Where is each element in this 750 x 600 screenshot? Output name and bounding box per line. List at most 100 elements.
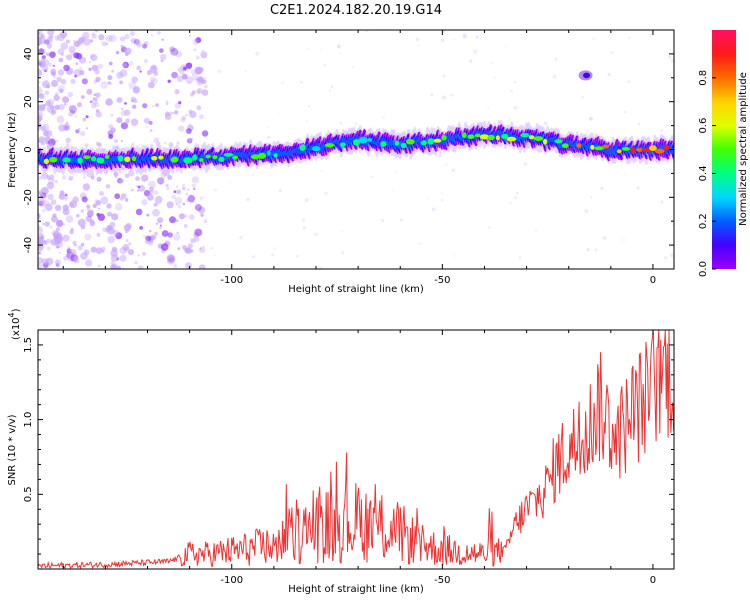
noise-speckle (134, 261, 138, 265)
noise-speckle (96, 176, 102, 182)
svg-text:(x104): (x104) (7, 308, 22, 340)
noise-speckle (49, 51, 56, 58)
noise-speckle (513, 105, 517, 110)
ridge-core (90, 156, 97, 162)
noise-speckle (44, 136, 51, 142)
noise-speckle (364, 30, 369, 33)
ridge-core (576, 143, 582, 148)
noise-speckle (52, 64, 55, 67)
noise-speckle (125, 118, 130, 124)
noise-speckle (80, 209, 84, 213)
noise-speckle (97, 63, 104, 70)
noise-speckle (58, 57, 64, 63)
noise-speckle (64, 193, 68, 197)
noise-speckle (101, 41, 107, 47)
noise-speckle (83, 43, 86, 46)
noise-speckle (328, 89, 332, 92)
noise-speckle (88, 61, 91, 64)
noise-speckle (74, 74, 77, 78)
ridge-core (663, 144, 670, 151)
noise-speckle (108, 81, 113, 86)
ridge-core (358, 136, 368, 144)
noise-speckle (660, 129, 664, 133)
noise-speckle (124, 33, 130, 40)
noise-speckle (462, 33, 467, 38)
ridge-core (533, 136, 544, 142)
noise-speckle (60, 79, 67, 85)
noise-speckle (42, 130, 49, 137)
colorbar-tick-label: 0.6 (698, 118, 709, 134)
noise-speckle (611, 51, 614, 54)
noise-speckle (182, 245, 187, 250)
noise-speckle (38, 213, 41, 219)
noise-speckle (178, 101, 182, 105)
ridge-core (427, 138, 434, 145)
noise-speckle (173, 264, 178, 269)
noise-speckle (45, 140, 50, 145)
noise-speckle (79, 66, 82, 70)
ridge-core (258, 152, 267, 159)
snr-frame (37, 329, 675, 570)
noise-speckle (131, 76, 138, 83)
ridge-core (232, 155, 238, 160)
ridge-core (273, 153, 278, 158)
noise-speckle (594, 248, 598, 252)
noise-speckle (38, 31, 41, 35)
noise-speckle (59, 31, 68, 39)
noise-speckle (586, 247, 590, 252)
noise-speckle (590, 196, 593, 199)
noise-speckle (454, 255, 457, 257)
noise-speckle (488, 226, 491, 229)
ridge-core (461, 132, 467, 139)
noise-speckle (58, 193, 66, 200)
ridge-core (528, 135, 535, 140)
y-tick-label: 40 (23, 48, 34, 61)
noise-speckle (191, 183, 197, 189)
noise-speckle (51, 178, 55, 182)
noise-speckle (159, 226, 163, 230)
noise-speckle (255, 51, 259, 56)
noise-speckle (187, 194, 196, 203)
y-tick-label: -40 (23, 237, 34, 253)
ridge-core (96, 157, 105, 164)
noise-speckle (217, 69, 222, 74)
noise-speckle (128, 81, 137, 90)
ridge-core (520, 133, 530, 138)
snr-scale-label: (x104) (7, 308, 22, 340)
noise-speckle (101, 250, 105, 253)
noise-speckle (95, 109, 100, 113)
noise-speckle (60, 42, 69, 50)
noise-speckle (46, 181, 55, 190)
noise-speckle (164, 142, 167, 144)
noise-speckle (92, 34, 97, 39)
noise-speckle (106, 203, 112, 209)
noise-speckle (92, 203, 97, 208)
noise-speckle (40, 126, 47, 132)
noise-speckle (38, 224, 41, 230)
noise-speckle (185, 114, 188, 117)
noise-speckle (46, 174, 50, 178)
noise-speckle (165, 184, 169, 187)
noise-speckle (38, 198, 46, 207)
noise-speckle (273, 247, 276, 250)
noise-speckle (54, 35, 60, 41)
noise-speckle (624, 173, 627, 176)
noise-speckle (339, 121, 343, 125)
noise-speckle (670, 253, 674, 258)
ridge-core (406, 139, 415, 145)
noise-speckle (82, 176, 86, 179)
noise-speckle (54, 179, 59, 184)
noise-speckle (108, 134, 114, 139)
noise-speckle (150, 76, 156, 83)
noise-speckle (108, 61, 113, 66)
noise-speckle (128, 170, 135, 177)
noise-speckle (147, 81, 155, 89)
noise-speckle (185, 128, 192, 135)
noise-speckle (199, 114, 204, 120)
noise-speckle (581, 95, 584, 99)
noise-speckle (116, 117, 123, 124)
noise-speckle (664, 256, 668, 260)
noise-speckle (518, 256, 522, 260)
noise-speckle (68, 105, 77, 114)
noise-speckle (77, 218, 86, 227)
